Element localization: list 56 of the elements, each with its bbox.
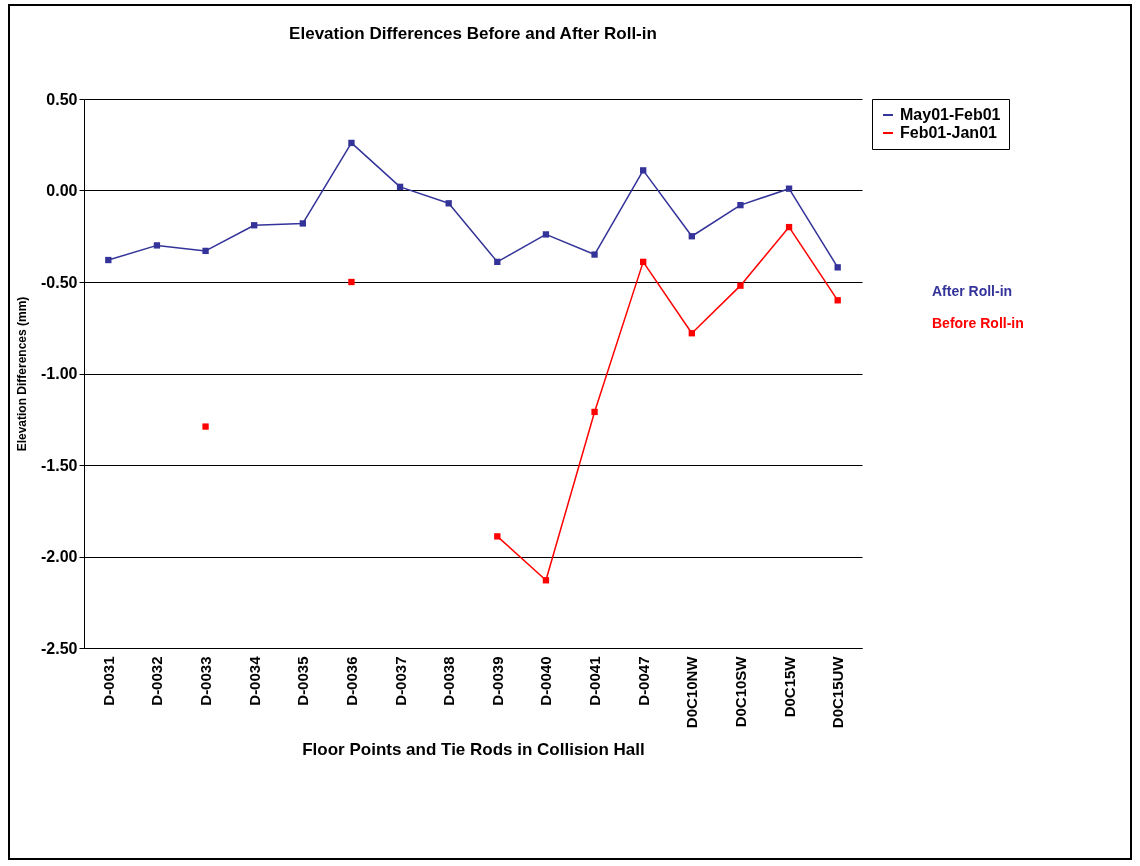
x-tick-label: D-0031 bbox=[99, 656, 117, 706]
point bbox=[737, 282, 744, 289]
point bbox=[737, 201, 744, 209]
x-tick-label: D-0035 bbox=[294, 656, 312, 706]
x-tick-label: D-0032 bbox=[148, 656, 166, 706]
x-tick-label: D-0033 bbox=[197, 656, 215, 706]
point bbox=[348, 139, 355, 147]
y-tick-label: -2.00 bbox=[41, 548, 78, 565]
y-tick-label: -1.50 bbox=[41, 456, 78, 474]
point bbox=[348, 278, 355, 286]
y-tick-label: 0.00 bbox=[46, 182, 78, 199]
x-axis-title: Floor Points and Tie Rods in Collision Hall bbox=[302, 740, 645, 760]
point bbox=[640, 167, 647, 174]
point bbox=[299, 220, 306, 227]
x-tick-label: D0C15W bbox=[780, 655, 798, 718]
legend-label: Feb01-Jan01 bbox=[900, 124, 998, 141]
x-tick-label: D0C10SW bbox=[731, 655, 749, 728]
x-tick-label: D-0041 bbox=[586, 656, 604, 706]
point bbox=[591, 408, 598, 416]
x-tick-label: D-0047 bbox=[634, 656, 652, 706]
point bbox=[153, 242, 161, 249]
x-tick-label: D-0036 bbox=[342, 656, 360, 706]
point bbox=[105, 256, 112, 264]
x-tick-label: D-0037 bbox=[391, 656, 409, 706]
point bbox=[396, 183, 404, 190]
y-axis-title: Elevation Differences (mm) bbox=[15, 296, 30, 452]
legend-label: May01-Feb01 bbox=[900, 106, 1001, 123]
point bbox=[834, 297, 841, 304]
point bbox=[251, 222, 258, 229]
point bbox=[834, 264, 841, 271]
y-tick-label: -2.50 bbox=[41, 639, 78, 657]
point bbox=[542, 231, 550, 238]
point bbox=[640, 258, 647, 266]
point bbox=[202, 247, 209, 255]
x-tick-label: D-0040 bbox=[537, 656, 555, 706]
chart-title: Elevation Differences Before and After Roll-in bbox=[289, 24, 657, 43]
point bbox=[494, 533, 501, 540]
point bbox=[785, 223, 793, 231]
point bbox=[591, 251, 598, 258]
y-tick-label: 0.50 bbox=[46, 90, 78, 108]
text: After Roll-in bbox=[932, 283, 1013, 299]
x-tick-label: D0C10NW bbox=[683, 655, 701, 729]
point bbox=[785, 185, 793, 192]
point bbox=[445, 200, 452, 207]
point bbox=[494, 258, 501, 266]
y-tick-label: -1.00 bbox=[41, 365, 78, 382]
text: Before Roll-in bbox=[932, 315, 1024, 331]
x-tick-label: D-0034 bbox=[245, 655, 263, 706]
x-tick-label: D-0039 bbox=[488, 656, 506, 706]
point bbox=[688, 330, 695, 337]
point bbox=[202, 423, 209, 430]
x-tick-label: D0C15UW bbox=[829, 655, 847, 729]
point bbox=[688, 233, 695, 240]
y-tick-label: -0.50 bbox=[41, 273, 78, 291]
point bbox=[542, 577, 550, 584]
x-tick-label: D-0038 bbox=[440, 656, 458, 706]
